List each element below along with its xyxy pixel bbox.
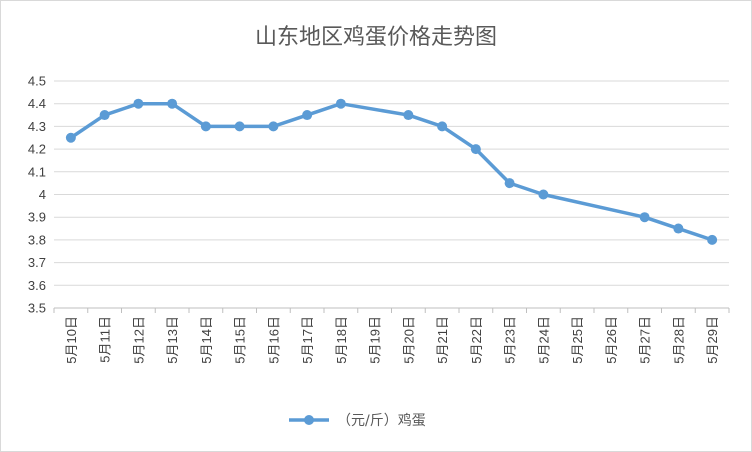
x-tick-label: 5月13日 [165, 316, 180, 364]
x-tick-label: 5月18日 [334, 316, 349, 364]
x-tick-label: 5月15日 [233, 316, 248, 364]
y-tick-label: 4.5 [28, 74, 46, 89]
x-tick-label: 5月10日 [64, 316, 79, 364]
x-tick-label: 5月14日 [199, 316, 214, 364]
data-point [335, 98, 346, 109]
y-tick-label: 3.7 [28, 255, 46, 270]
x-tick-label: 5月28日 [671, 316, 686, 364]
y-tick-label: 3.9 [28, 210, 46, 225]
x-tick-label: 5月29日 [705, 316, 720, 364]
data-point [234, 121, 245, 132]
chart-title: 山东地区鸡蛋价格走势图 [255, 25, 497, 50]
x-tick-label: 5月11日 [98, 316, 113, 363]
x-tick-label: 5月12日 [131, 316, 146, 364]
y-tick-label: 4.4 [28, 96, 46, 111]
data-point [133, 98, 144, 109]
y-tick-label: 3.6 [28, 278, 46, 293]
y-tick-label: 4.2 [28, 142, 46, 157]
data-point [707, 234, 718, 245]
data-point [639, 212, 650, 223]
x-tick-label: 5月20日 [401, 316, 416, 364]
data-point [470, 144, 481, 155]
y-axis-ticks: 3.5 3.6 3.7 3.8 3.9 4 4.1 4.2 4.3 4.4 4.5 [28, 74, 46, 316]
legend-marker-icon [304, 415, 314, 425]
y-tick-label: 4.1 [28, 164, 46, 179]
x-tick-label: 5月25日 [570, 316, 585, 364]
data-point [99, 110, 110, 121]
data-point [538, 189, 549, 200]
series-layer [65, 98, 718, 245]
x-tick-label: 5月21日 [435, 316, 450, 364]
x-tick-label: 5月27日 [638, 316, 653, 364]
x-tick-label: 5月16日 [266, 316, 281, 364]
x-tick-label: 5月26日 [604, 316, 619, 364]
data-point [504, 178, 515, 189]
y-tick-label: 4 [39, 187, 46, 202]
data-point [200, 121, 211, 132]
data-point [167, 98, 178, 109]
x-tick-label: 5月22日 [469, 316, 484, 364]
x-tick-label: 5月23日 [503, 316, 518, 364]
data-point [437, 121, 448, 132]
x-tick-label: 5月17日 [300, 316, 315, 364]
y-tick-label: 4.3 [28, 119, 46, 134]
y-tick-label: 3.5 [28, 301, 46, 316]
data-point [403, 110, 414, 121]
x-tick-label: 5月24日 [536, 316, 551, 364]
data-point [673, 223, 684, 234]
legend: （元/斤）鸡蛋 [289, 412, 426, 429]
y-tick-label: 3.8 [28, 232, 46, 247]
x-axis-ticks: 5月10日 5月11日 5月12日 5月13日 5月14日 5月15日 5月16日 5月17日… [64, 316, 720, 364]
data-point [302, 110, 313, 121]
legend-label: （元/斤）鸡蛋 [337, 412, 426, 429]
data-point [268, 121, 279, 132]
gridlines [54, 80, 729, 286]
axes [53, 307, 730, 313]
data-point [65, 132, 76, 143]
x-tick-label: 5月19日 [368, 316, 383, 364]
